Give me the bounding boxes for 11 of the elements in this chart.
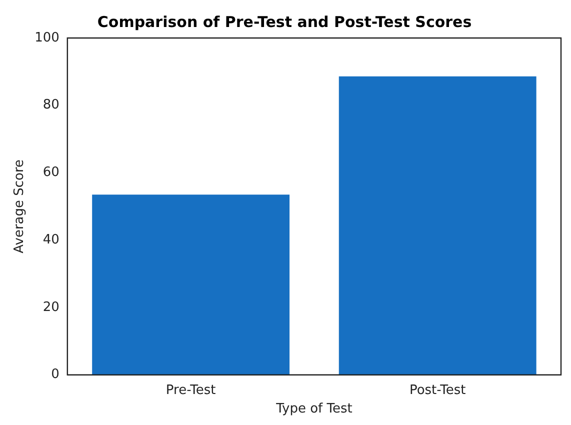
x-tick-label: Pre-Test — [166, 382, 216, 398]
y-tick-label: 60 — [42, 165, 60, 180]
y-tick-label: 40 — [42, 232, 60, 248]
y-tick-label: 80 — [42, 98, 60, 113]
y-axis-title: Average Score — [12, 159, 28, 254]
y-tick-label: 0 — [51, 367, 60, 382]
y-tick-label: 100 — [34, 30, 60, 46]
y-tick-label: 20 — [42, 300, 60, 315]
x-axis-title: Type of Test — [275, 402, 352, 417]
chart-title: Comparison of Pre-Test and Post-Test Scores — [97, 12, 472, 31]
x-tick-label: Post-Test — [409, 382, 466, 398]
